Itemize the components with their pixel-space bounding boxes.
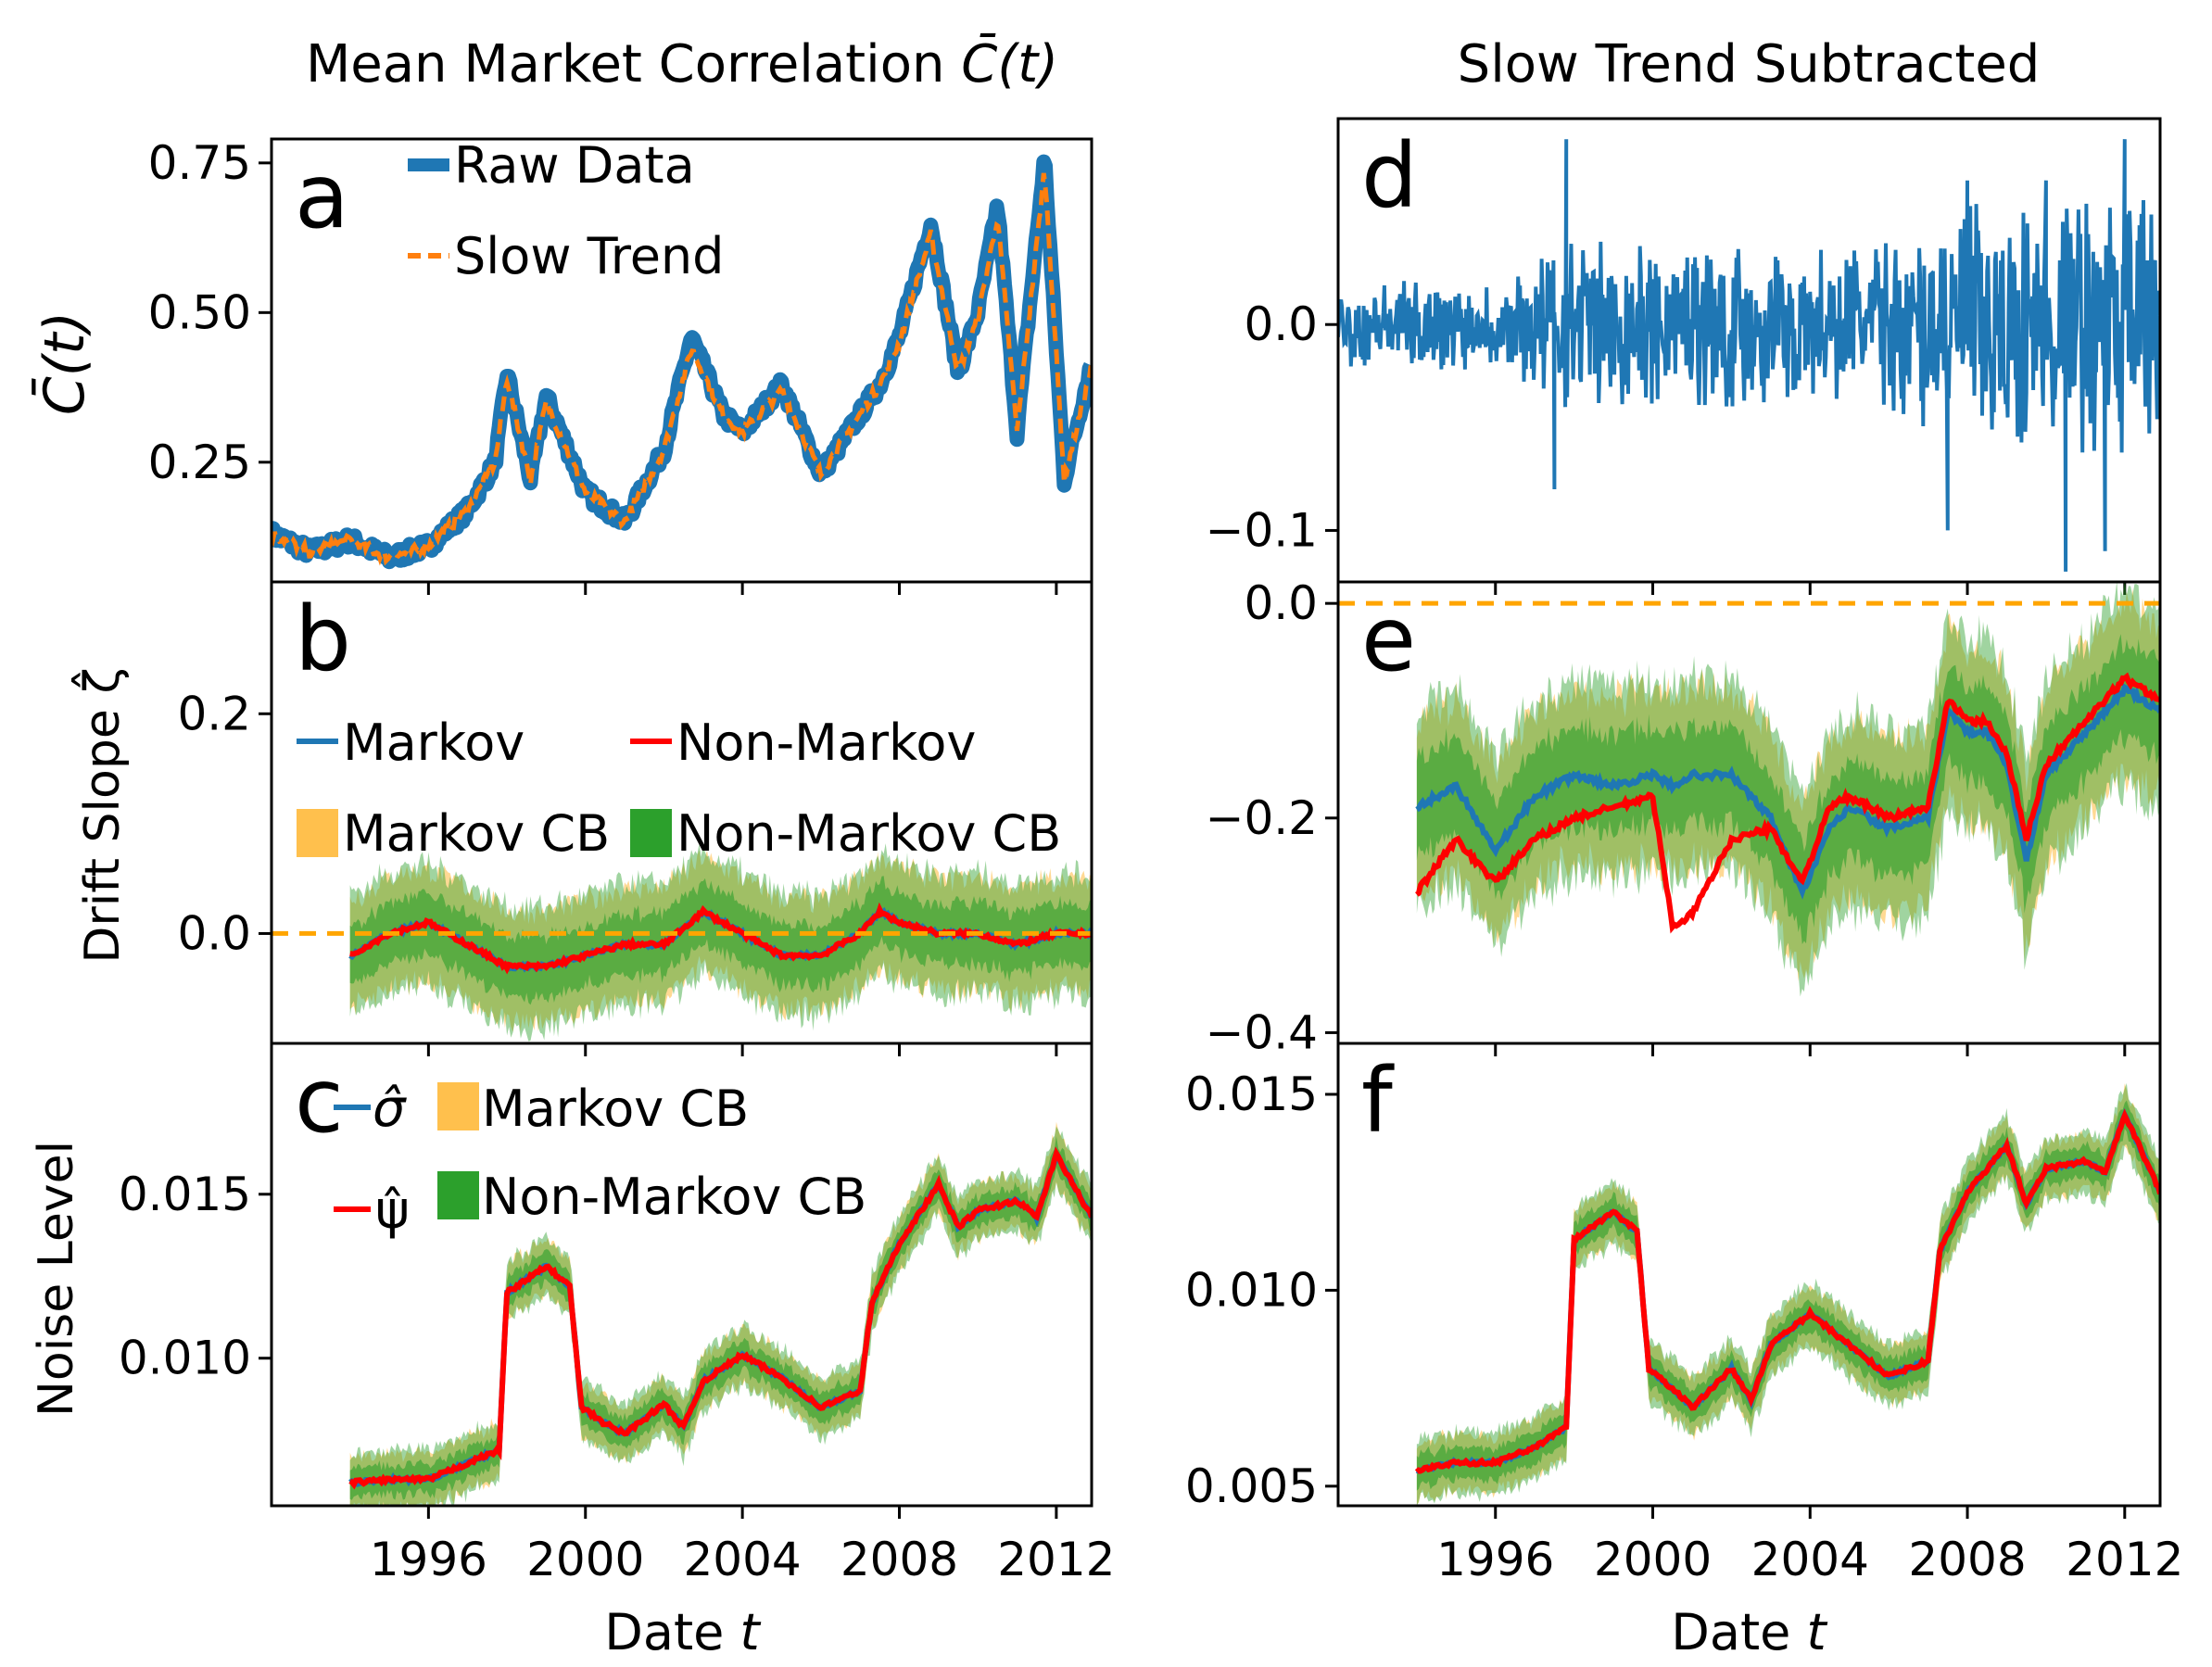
xtick-label-c-3: 2008 xyxy=(841,1533,958,1586)
ytick-label-c-0: 0.010 xyxy=(119,1332,251,1385)
band-nonmarkov-cb-inner-e xyxy=(1416,634,2160,944)
ytick-label-e-2: 0.0 xyxy=(1244,576,1318,630)
ytick-label-f-0: 0.005 xyxy=(1185,1459,1318,1513)
series-raw-data xyxy=(272,154,1092,570)
legend-raw-label: Raw Data xyxy=(454,136,695,195)
xtick-label-f-3: 2008 xyxy=(1908,1533,2026,1586)
plot-area-a xyxy=(272,154,1092,570)
series-nonmarkov-e xyxy=(1415,672,2160,934)
ytick-label-f-1: 0.010 xyxy=(1185,1263,1318,1317)
legend-c-markov-cb-swatch xyxy=(437,1082,479,1130)
panels-layer: 0.25 0.50 0.75 a 0.0 0.2 b 0.010 0.015 1996 2000 20… xyxy=(119,117,2183,1586)
ylabel-a: C̄(t) xyxy=(31,311,97,415)
ytick-label-a-2: 0.75 xyxy=(148,136,251,190)
plot-area-f xyxy=(1414,1082,2160,1506)
panel-label-c: c xyxy=(295,1049,344,1153)
band-nonmarkov-cb-inner-c xyxy=(349,1136,1092,1500)
legend-markov-label: Markov xyxy=(343,714,525,772)
xlabel-left: Date t xyxy=(604,1603,761,1661)
ytick-label-d-0: −0.1 xyxy=(1206,503,1318,557)
ytick-label-f-2: 0.015 xyxy=(1185,1067,1318,1121)
legend-nonmarkov-cb-label: Non-Markov CB xyxy=(676,804,1061,863)
band-nonmarkov-cb-inner-f xyxy=(1416,1100,2160,1491)
ytick-label-b-0: 0.0 xyxy=(177,906,251,960)
plot-area-b xyxy=(272,842,1092,1042)
panel-c: 0.010 0.015 1996 2000 2004 2008 2012 c xyxy=(119,1042,1116,1586)
legend-c: σ̂ Markov CB ψ̂ Non-Markov CB xyxy=(334,1079,866,1241)
axes-frame-c xyxy=(270,1042,1093,1508)
ytick-label-a-1: 0.50 xyxy=(148,285,251,339)
xtick-label-f-0: 1996 xyxy=(1436,1533,1554,1586)
xtick-label-c-4: 2012 xyxy=(997,1533,1115,1586)
plot-area-e xyxy=(1338,582,2160,997)
legend-b: Markov Non-Markov Markov CB Non-Markov C… xyxy=(297,714,1061,863)
panel-b: 0.0 0.2 b xyxy=(177,580,1093,1056)
legend-c-markov-cb-label: Markov CB xyxy=(482,1080,749,1138)
ytick-label-a-0: 0.25 xyxy=(148,436,251,489)
ytick-label-e-1: −0.2 xyxy=(1206,791,1318,845)
series-nonmarkov-c xyxy=(348,1146,1092,1490)
legend-c-nonmarkov-cb-label: Non-Markov CB xyxy=(482,1168,866,1226)
panel-f: 0.005 0.010 0.015 1996 2000 2004 2008 2012 f xyxy=(1185,1042,2183,1586)
xtick-label-f-2: 2004 xyxy=(1751,1533,1869,1586)
ytick-label-e-0: −0.4 xyxy=(1206,1005,1318,1059)
axes-frame-f xyxy=(1336,1042,2162,1508)
plot-area-d xyxy=(1338,139,2160,572)
legend-a: Raw Data Slow Trend xyxy=(408,136,724,285)
panel-d: −0.1 0.0 d xyxy=(1206,117,2162,595)
band-markov-cb-e xyxy=(1416,588,2160,982)
panel-label-b: b xyxy=(295,587,351,691)
xtick-label-c-1: 2000 xyxy=(526,1533,644,1586)
xtick-label-c-2: 2004 xyxy=(684,1533,802,1586)
ytick-label-d-1: 0.0 xyxy=(1244,297,1318,351)
band-nonmarkov-cb-outer-e xyxy=(1416,582,2160,997)
title-left: Mean Market Correlation C̄(t) xyxy=(306,34,1058,95)
ylabel-c: Noise Level xyxy=(29,1141,84,1417)
band-nonmarkov-cb-inner-b xyxy=(349,876,1092,1005)
xtick-label-c-0: 1996 xyxy=(370,1533,487,1586)
xtick-label-f-4: 2012 xyxy=(2066,1533,2183,1586)
legend-nonmarkov-label: Non-Markov xyxy=(676,714,976,772)
legend-sigma-label: σ̂ xyxy=(373,1079,407,1139)
panel-a: 0.25 0.50 0.75 a xyxy=(148,136,1093,595)
series-slow-trend xyxy=(272,172,1092,566)
ytick-label-b-1: 0.2 xyxy=(177,687,251,740)
panel-label-f: f xyxy=(1361,1049,1395,1153)
ylabel-b: Drift Slope ζ̂ xyxy=(71,667,131,963)
series-nonmarkov-f xyxy=(1414,1108,2160,1474)
xtick-label-f-1: 2000 xyxy=(1594,1533,1712,1586)
legend-nonmarkov-cb-swatch xyxy=(630,809,672,857)
series-residual xyxy=(1338,139,2160,572)
panel-label-d: d xyxy=(1361,124,1418,228)
xlabel-right: Date t xyxy=(1671,1603,1827,1661)
plot-area-c xyxy=(348,1121,1092,1506)
legend-c-nonmarkov-cb-swatch xyxy=(437,1171,479,1219)
panel-e: −0.4 −0.2 0.0 e xyxy=(1206,576,2162,1059)
legend-markov-cb-label: Markov CB xyxy=(343,804,610,863)
panel-label-a: a xyxy=(295,145,349,248)
panel-label-e: e xyxy=(1361,587,1416,691)
ytick-label-c-1: 0.015 xyxy=(119,1168,251,1221)
legend-trend-label: Slow Trend xyxy=(454,227,724,285)
legend-psi-label: ψ̂ xyxy=(375,1181,410,1241)
title-right: Slow Trend Subtracted xyxy=(1458,34,2041,95)
legend-markov-cb-swatch xyxy=(297,809,338,857)
